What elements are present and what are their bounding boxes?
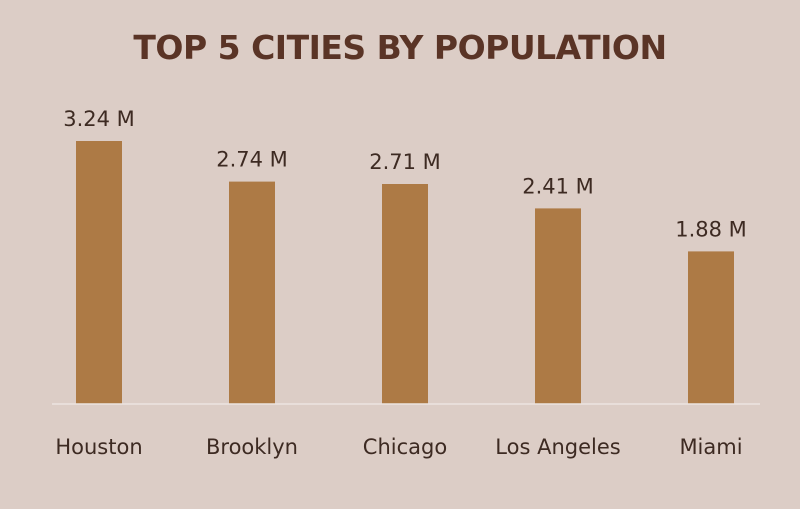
category-label-brooklyn: Brooklyn xyxy=(206,435,298,459)
bar-houston xyxy=(76,141,122,404)
data-label-chicago: 2.71 M xyxy=(369,150,441,174)
bar-chicago xyxy=(382,184,428,404)
chart-title: TOP 5 CITIES BY POPULATION xyxy=(133,28,667,67)
category-label-houston: Houston xyxy=(55,435,142,459)
data-label-houston: 3.24 M xyxy=(63,107,135,131)
category-label-chicago: Chicago xyxy=(363,435,447,459)
category-label-los-angeles: Los Angeles xyxy=(495,435,620,459)
data-label-los-angeles: 2.41 M xyxy=(522,174,594,198)
data-label-miami: 1.88 M xyxy=(675,217,747,241)
bar-miami xyxy=(688,251,734,404)
bar-brooklyn xyxy=(229,181,275,404)
category-label-miami: Miami xyxy=(679,435,742,459)
bars-layer xyxy=(76,141,734,404)
labels-layer: 3.24 M Houston 2.74 M Brooklyn 2.71 M Chicago… xyxy=(55,107,746,459)
data-label-brooklyn: 2.74 M xyxy=(216,148,288,172)
bar-los-angeles xyxy=(535,208,581,404)
